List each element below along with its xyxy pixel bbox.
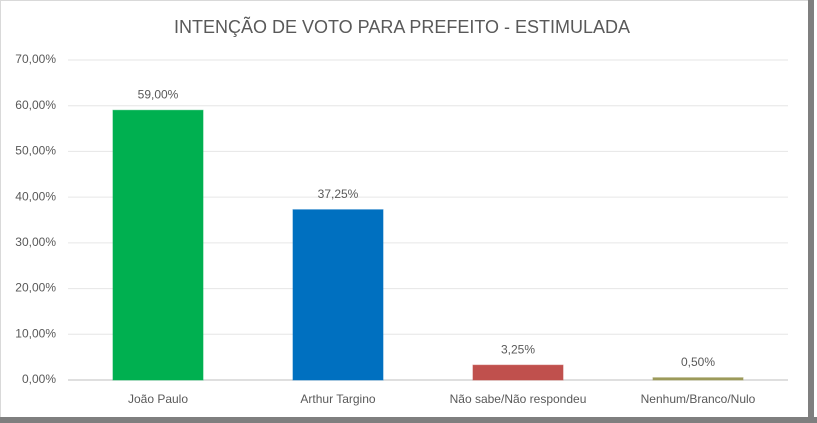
data-label: 59,00% <box>138 87 179 101</box>
x-tick-label: Não sabe/Não respondeu <box>450 392 587 406</box>
x-tick-label: João Paulo <box>128 392 188 406</box>
data-label: 3,25% <box>501 342 535 356</box>
chart-title: INTENÇÃO DE VOTO PARA PREFEITO - ESTIMUL… <box>174 16 630 37</box>
y-tick-label: 20,00% <box>15 281 56 295</box>
data-label: 37,25% <box>318 187 359 201</box>
bar <box>652 377 744 381</box>
data-label: 0,50% <box>681 355 715 369</box>
y-tick-label: 70,00% <box>15 52 56 66</box>
y-tick-label: 0,00% <box>22 372 56 386</box>
x-tick-label: Arthur Targino <box>300 392 375 406</box>
y-tick-label: 60,00% <box>15 98 56 112</box>
y-tick-label: 50,00% <box>15 144 56 158</box>
y-tick-label: 10,00% <box>15 326 56 340</box>
bar <box>112 109 204 381</box>
x-tick-label: Nenhum/Branco/Nulo <box>641 392 756 406</box>
bar <box>472 364 564 381</box>
bar <box>292 209 384 381</box>
y-tick-label: 30,00% <box>15 235 56 249</box>
y-tick-label: 40,00% <box>15 189 56 203</box>
